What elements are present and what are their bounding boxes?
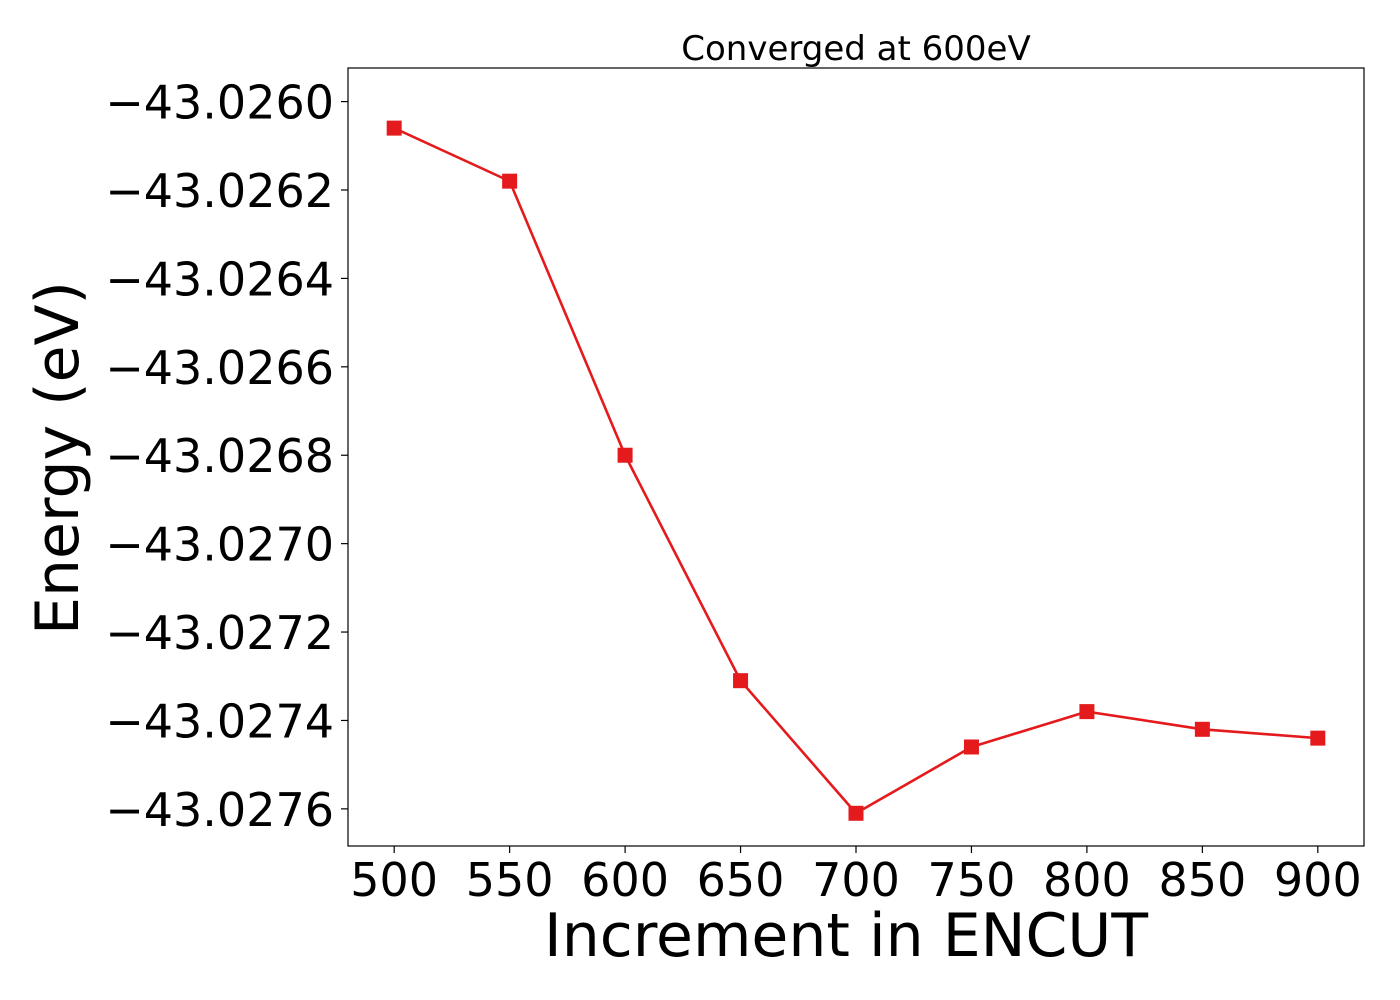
x-tick-label: 700	[812, 853, 900, 907]
data-point	[848, 805, 864, 821]
x-axis-label: Increment in ENCUT	[544, 901, 1148, 971]
y-tick-label: −43.0272	[105, 606, 334, 660]
y-tick-label: −43.0276	[105, 783, 334, 837]
x-tick-label: 600	[581, 853, 669, 907]
y-tick-label: −43.0274	[105, 694, 334, 748]
data-point	[1079, 704, 1095, 720]
y-tick-label: −43.0264	[105, 252, 334, 306]
x-tick-label: 850	[1158, 853, 1246, 907]
x-tick-label: 800	[1043, 853, 1131, 907]
x-tick-label: 550	[466, 853, 554, 907]
series-layer	[386, 120, 1326, 821]
data-point	[502, 173, 518, 189]
y-tick-label: −43.0266	[105, 341, 334, 395]
x-axis: 500 550 600 650 700 750 800 850 900	[350, 846, 1362, 907]
y-axis: −43.0260 −43.0262 −43.0264 −43.0266 −43.0268…	[105, 76, 348, 837]
data-point	[1310, 730, 1326, 746]
y-tick-label: −43.0268	[105, 429, 334, 483]
data-point	[733, 673, 749, 689]
plot-area: 500 550 600 650 700 750 800 850 900 −43.0260−43.…	[105, 67, 1365, 907]
data-point	[1194, 721, 1210, 737]
y-tick-label: −43.0270	[105, 518, 334, 572]
x-tick-label: 650	[697, 853, 785, 907]
x-tick-label: 750	[928, 853, 1016, 907]
chart-title: Converged at 600eV	[681, 29, 1030, 69]
y-tick-label: −43.0260	[105, 76, 334, 130]
x-tick-label: 900	[1274, 853, 1362, 907]
y-axis-label: Energy (eV)	[23, 281, 93, 635]
x-tick-label: 500	[350, 853, 438, 907]
data-point	[386, 120, 402, 136]
data-point	[963, 739, 979, 755]
y-tick-label: −43.0262	[105, 164, 334, 218]
data-point	[617, 447, 633, 463]
